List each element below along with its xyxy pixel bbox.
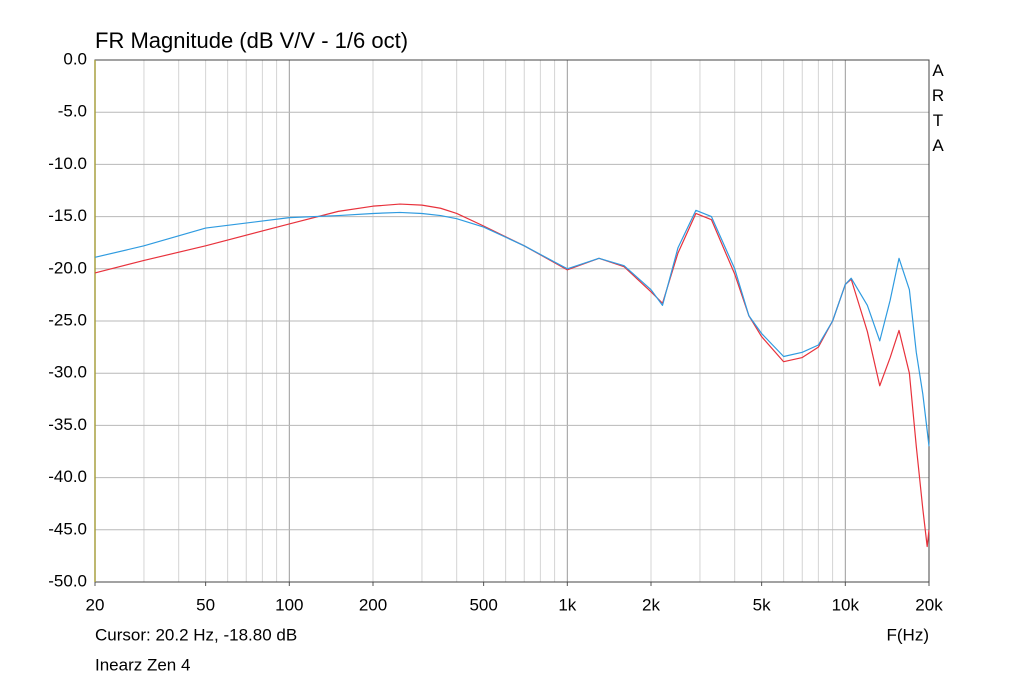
x-tick-label: 2k (642, 595, 660, 614)
y-tick-label: -15.0 (48, 206, 87, 225)
x-tick-label: 20k (915, 595, 943, 614)
y-tick-label: -20.0 (48, 258, 87, 277)
x-tick-label: 100 (275, 595, 303, 614)
y-tick-label: -25.0 (48, 310, 87, 329)
y-tick-label: -45.0 (48, 519, 87, 538)
y-tick-label: 0.0 (63, 49, 87, 68)
x-tick-label: 20 (86, 595, 105, 614)
x-tick-label: 5k (753, 595, 771, 614)
x-tick-label: 1k (558, 595, 576, 614)
series-line (94, 203, 930, 548)
y-tick-label: -30.0 (48, 363, 87, 382)
y-tick-label: -5.0 (58, 102, 87, 121)
x-axis-label: F(Hz) (887, 625, 929, 644)
y-tick-label: -50.0 (48, 571, 87, 590)
chart-title: FR Magnitude (dB V/V - 1/6 oct) (95, 28, 408, 53)
x-tick-label: 50 (196, 595, 215, 614)
series-line (94, 209, 930, 447)
y-tick-label: -40.0 (48, 467, 87, 486)
x-tick-label: 10k (832, 595, 860, 614)
x-tick-label: 200 (359, 595, 387, 614)
y-tick-label: -10.0 (48, 154, 87, 173)
y-tick-label: -35.0 (48, 415, 87, 434)
cursor-readout: Cursor: 20.2 Hz, -18.80 dB (95, 625, 297, 644)
x-tick-label: 500 (469, 595, 497, 614)
footer: Inearz Zen 4 (95, 655, 190, 674)
